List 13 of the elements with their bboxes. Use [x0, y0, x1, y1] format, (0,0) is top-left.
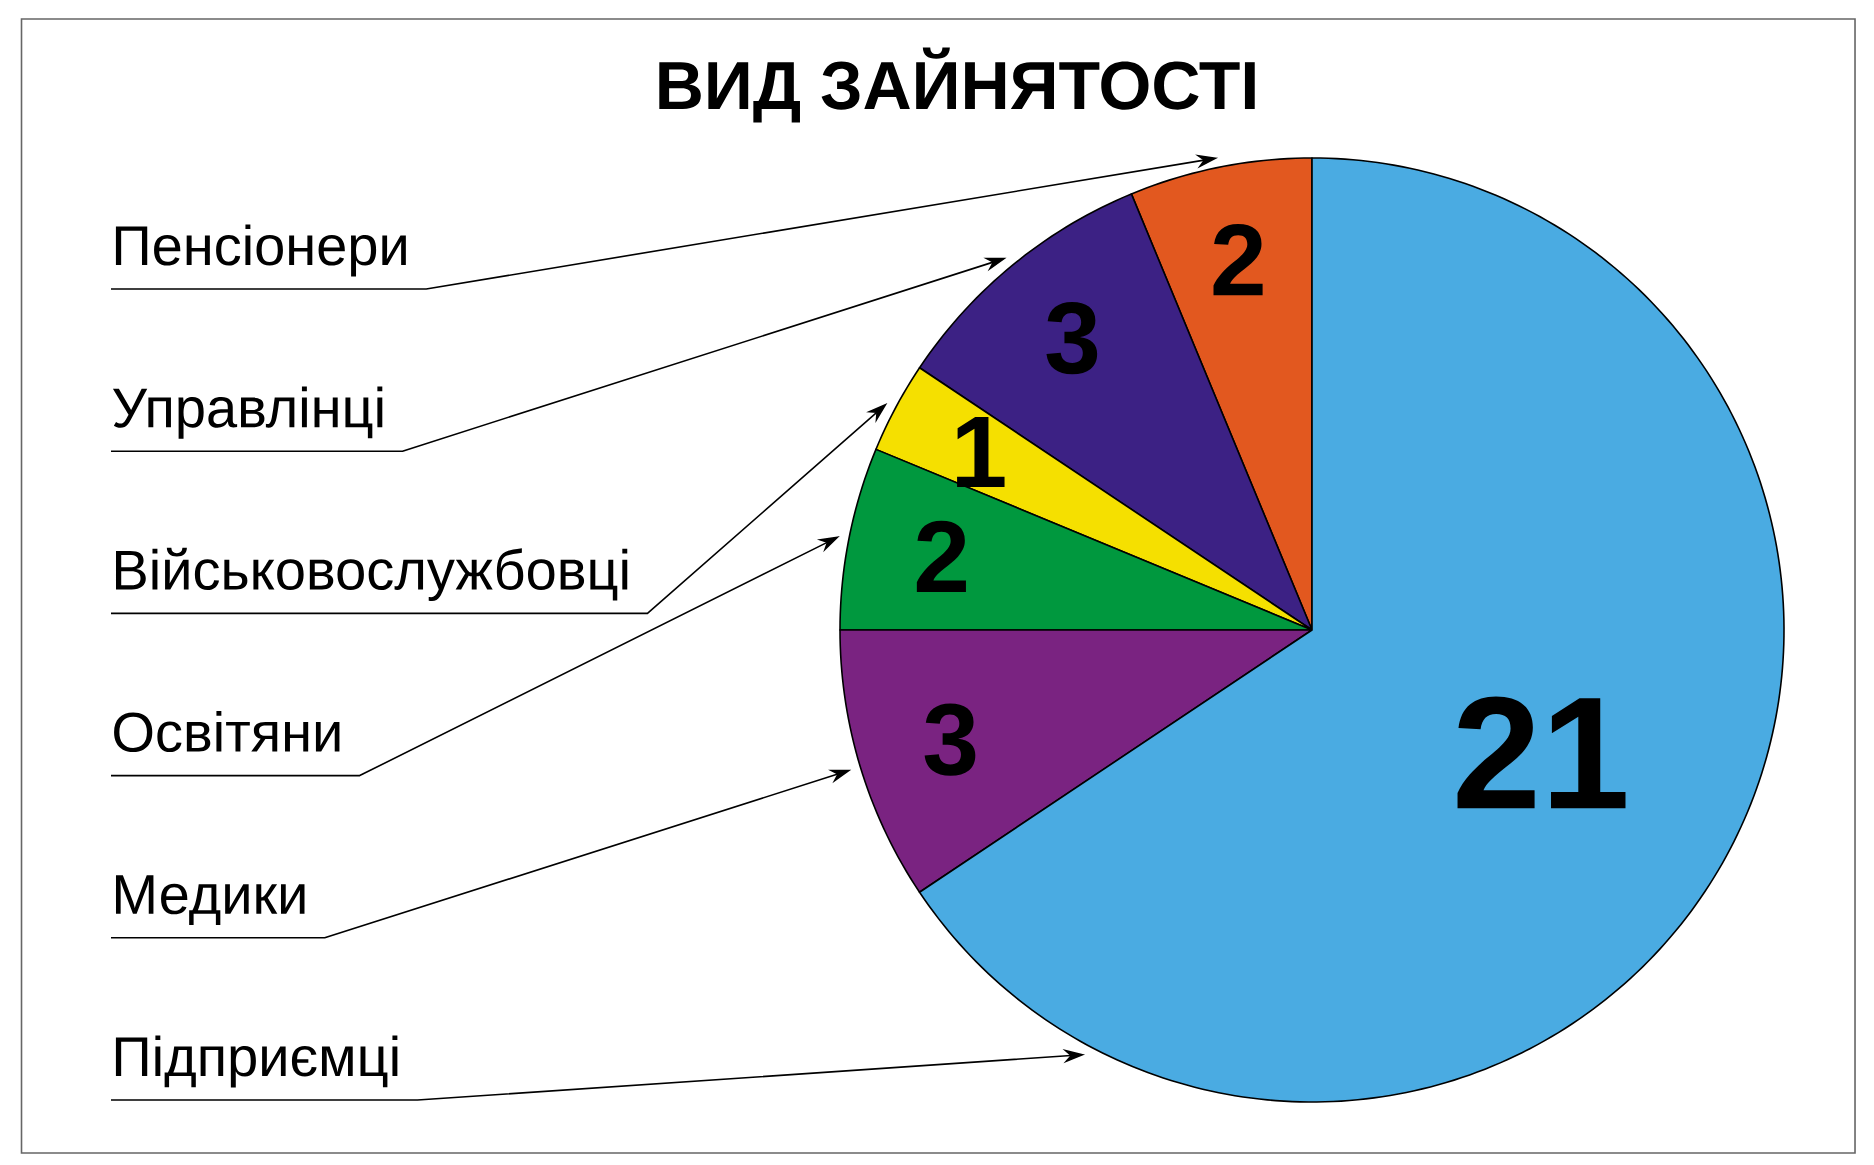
data-label: 2 [1213, 224, 1263, 296]
data-label: 3 [1046, 301, 1098, 375]
slice-label: Підприємці [115, 1035, 398, 1088]
data-label: 1 [957, 416, 1005, 488]
slice-label: Освітяни [114, 711, 340, 753]
slice-label: Управлінці [112, 386, 383, 439]
slice-label: Медики [115, 875, 305, 925]
slice-label: Пенсіонери [115, 224, 406, 277]
data-label: 2 [916, 520, 966, 592]
slice-label: Військовослужбовці [115, 547, 628, 602]
data-label: 21 [1457, 696, 1626, 809]
data-label: 3 [924, 703, 976, 776]
chart-title: ВИД ЗАЙНЯТОСТІ [659, 47, 1255, 123]
